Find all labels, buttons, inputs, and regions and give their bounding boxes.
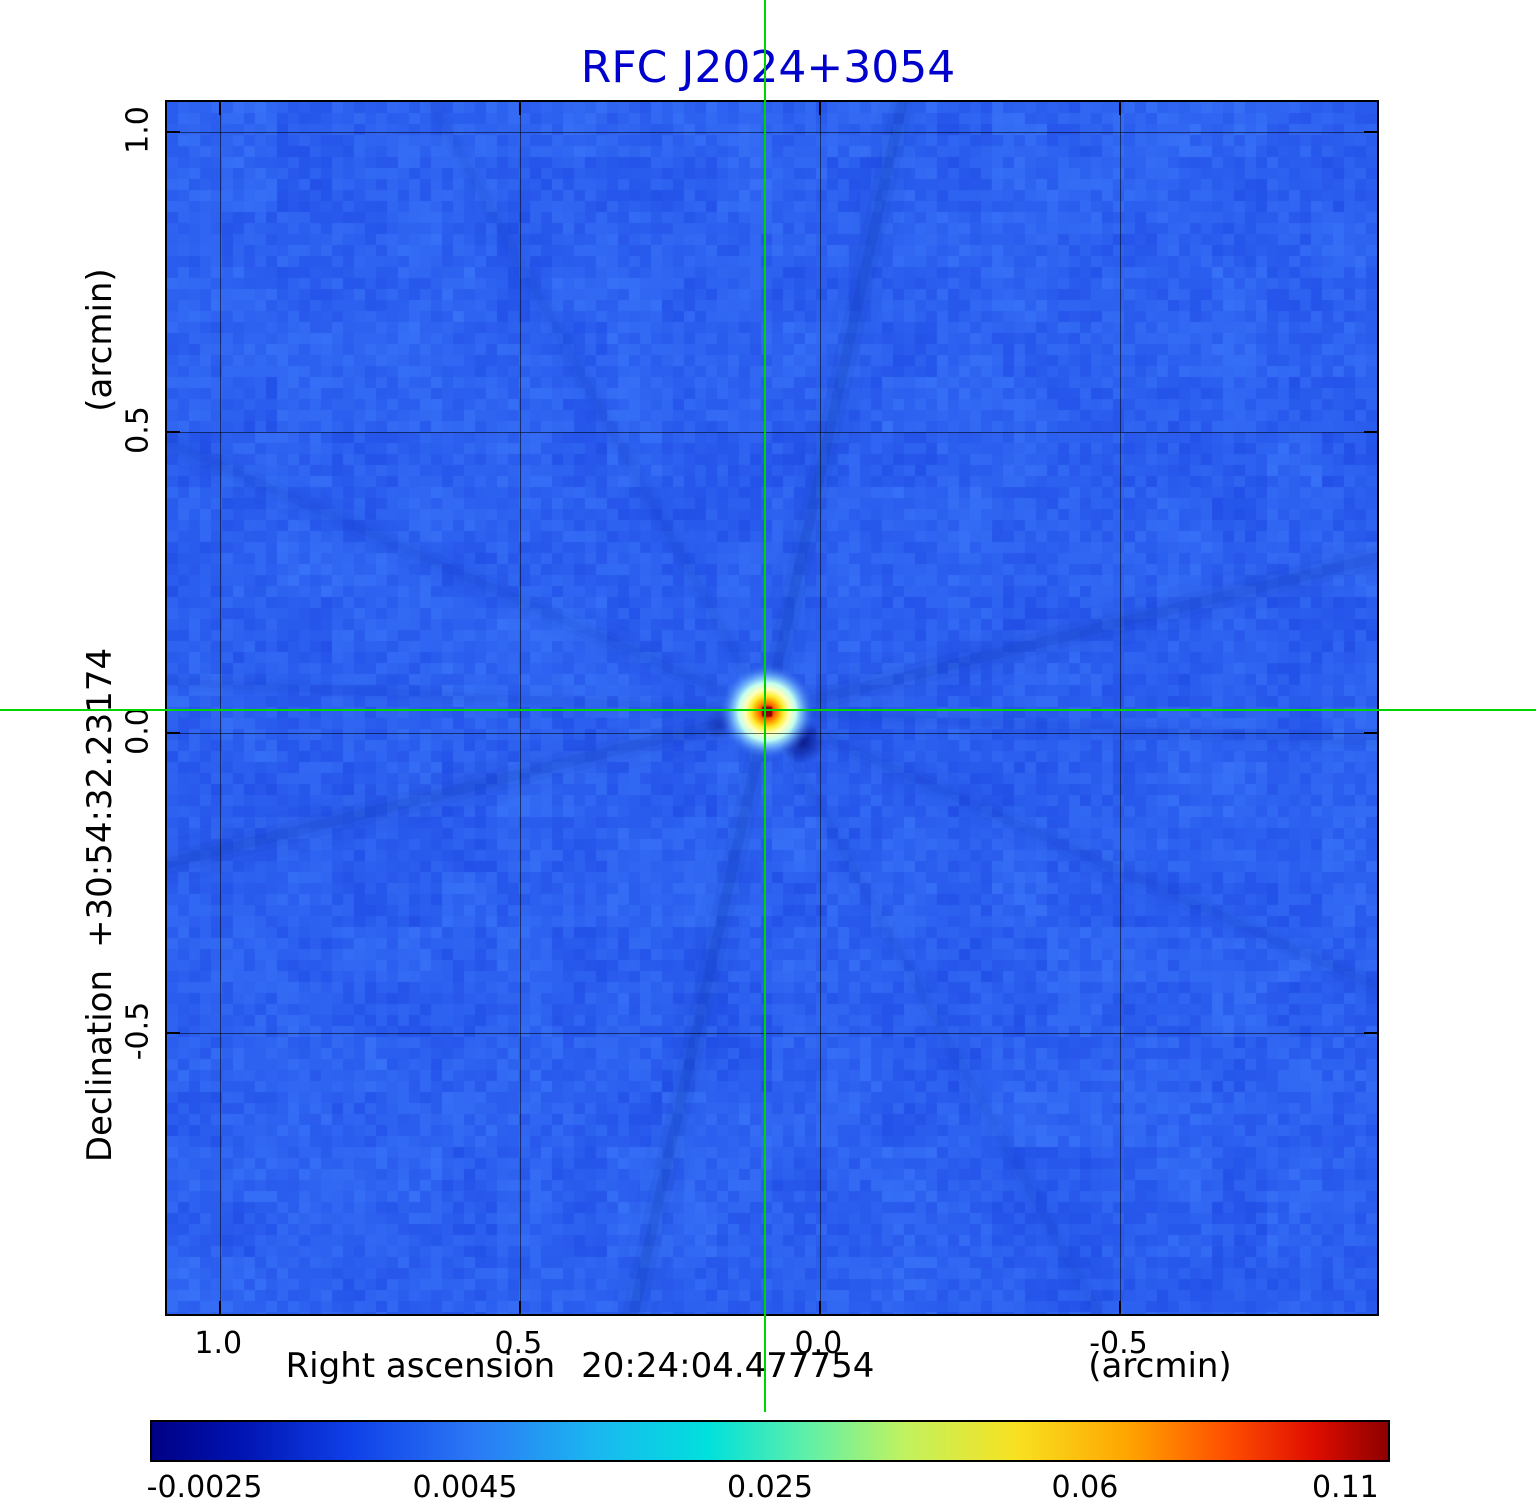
colorbar-tick-label: -0.0025 <box>146 1470 263 1505</box>
colorbar-tick-label: 0.06 <box>1051 1470 1119 1505</box>
x-axis-unit: (arcmin) <box>1088 1346 1232 1386</box>
y-axis-unit: (arcmin) <box>80 268 120 412</box>
colorbar-tick-label: 0.0045 <box>412 1470 518 1505</box>
y-tick-label: -0.5 <box>120 1001 156 1061</box>
x-tick-label: 0.0 <box>794 1326 843 1361</box>
x-tick-label: -0.5 <box>1089 1326 1148 1361</box>
crosshair-vertical-line <box>764 0 767 1412</box>
x-axis-label-text: Right ascension <box>285 1346 556 1386</box>
plot-title: RFC J2024+3054 <box>580 42 956 93</box>
y-axis-label: Declination +30:54:32.23174 <box>80 648 120 1162</box>
y-axis-label-text: Declination <box>80 969 120 1163</box>
x-axis-coordinate: 20:24:04.477754 <box>581 1346 875 1386</box>
x-tick-label: 1.0 <box>194 1326 243 1361</box>
sky-image-canvas <box>167 102 1377 1314</box>
colorbar-tick-label: 0.025 <box>727 1470 813 1505</box>
y-axis-coordinate: +30:54:32.23174 <box>80 647 120 948</box>
colorbar <box>150 1420 1390 1462</box>
crosshair-horizontal-line <box>0 708 1536 711</box>
colorbar-tick-label: 0.11 <box>1311 1470 1379 1505</box>
x-tick-label: 0.5 <box>494 1326 543 1361</box>
y-tick-label: 0.5 <box>120 405 156 454</box>
y-tick-label: 1.0 <box>120 106 156 155</box>
colorbar-gradient <box>152 1422 1388 1460</box>
y-tick-label: 0.0 <box>120 707 156 756</box>
x-axis-label: Right ascension 20:24:04.477754 <box>286 1346 875 1386</box>
